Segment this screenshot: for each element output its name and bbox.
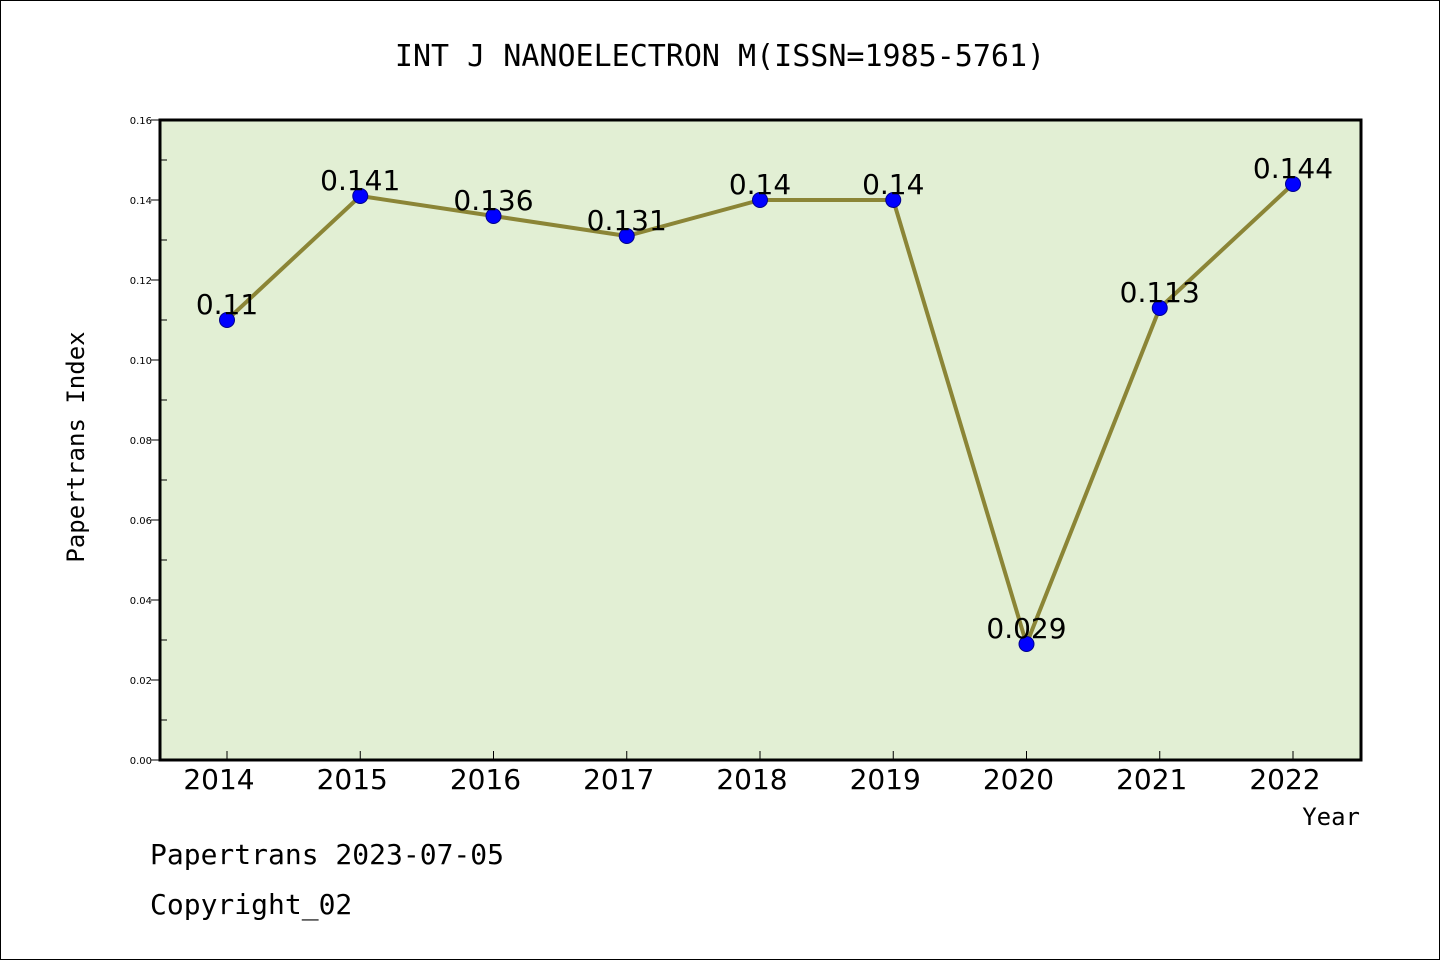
x-tick-label: 2019	[850, 763, 921, 796]
data-label: 0.14	[729, 168, 791, 201]
y-tick-label: 0.14	[130, 196, 152, 207]
plot-area	[158, 118, 1363, 762]
data-point	[352, 188, 369, 204]
data-point	[1018, 636, 1035, 652]
x-tick-label: 2014	[183, 763, 254, 796]
y-tick-label: 0.04	[130, 596, 152, 607]
y-tick-label: 0.12	[130, 276, 152, 287]
y-tick-label: 0.16	[130, 116, 152, 127]
data-label: 0.144	[1253, 152, 1333, 185]
data-label: 0.141	[320, 164, 400, 197]
x-tick-label: 2016	[450, 763, 521, 796]
data-point	[885, 192, 902, 208]
x-tick-label: 2017	[583, 763, 654, 796]
data-point	[1151, 300, 1168, 316]
data-point	[618, 228, 635, 244]
data-label: 0.14	[862, 168, 924, 201]
data-point	[752, 192, 768, 208]
data-label: 0.136	[453, 184, 533, 217]
data-label: 0.131	[587, 204, 667, 237]
y-axis-label: Papertrans Index	[62, 331, 90, 562]
data-point	[1285, 176, 1301, 192]
data-label: 0.113	[1120, 276, 1200, 309]
y-tick-label: 0.10	[130, 356, 152, 367]
x-tick-label: 2022	[1249, 763, 1320, 796]
y-tick-label: 0.06	[130, 516, 152, 527]
data-point	[219, 312, 235, 328]
y-tick-label: 0.02	[130, 676, 152, 687]
x-tick-label: 2018	[716, 763, 787, 796]
y-tick-label: 0.00	[130, 756, 152, 767]
data-label: 0.11	[196, 288, 258, 321]
y-tick-label: 0.08	[130, 436, 152, 447]
x-axis-label: Year	[1302, 803, 1360, 831]
x-tick-label: 2020	[983, 763, 1054, 796]
x-tick-label: 2015	[317, 763, 388, 796]
data-labels: 0.11 0.141 0.136 0.131 0.14 0.14 0.029 0.113 0.1…	[196, 152, 1333, 645]
x-tick-label: 2021	[1116, 763, 1187, 796]
footer-date: Papertrans 2023-07-05	[150, 838, 504, 871]
y-axis: 0.00 0.02 0.04 0.06 0.08 0.10 0.12 0.14 0.16	[130, 116, 167, 767]
chart-title: INT J NANOELECTRON M(ISSN=1985-5761)	[395, 39, 1045, 74]
data-markers	[219, 176, 1301, 652]
data-label: 0.029	[986, 612, 1066, 645]
x-axis: 2014 2015 2016 2017 2018 2019 2020 2021 2022	[183, 751, 1321, 796]
data-point	[485, 208, 502, 224]
footer-copyright: Copyright_02	[150, 888, 352, 922]
